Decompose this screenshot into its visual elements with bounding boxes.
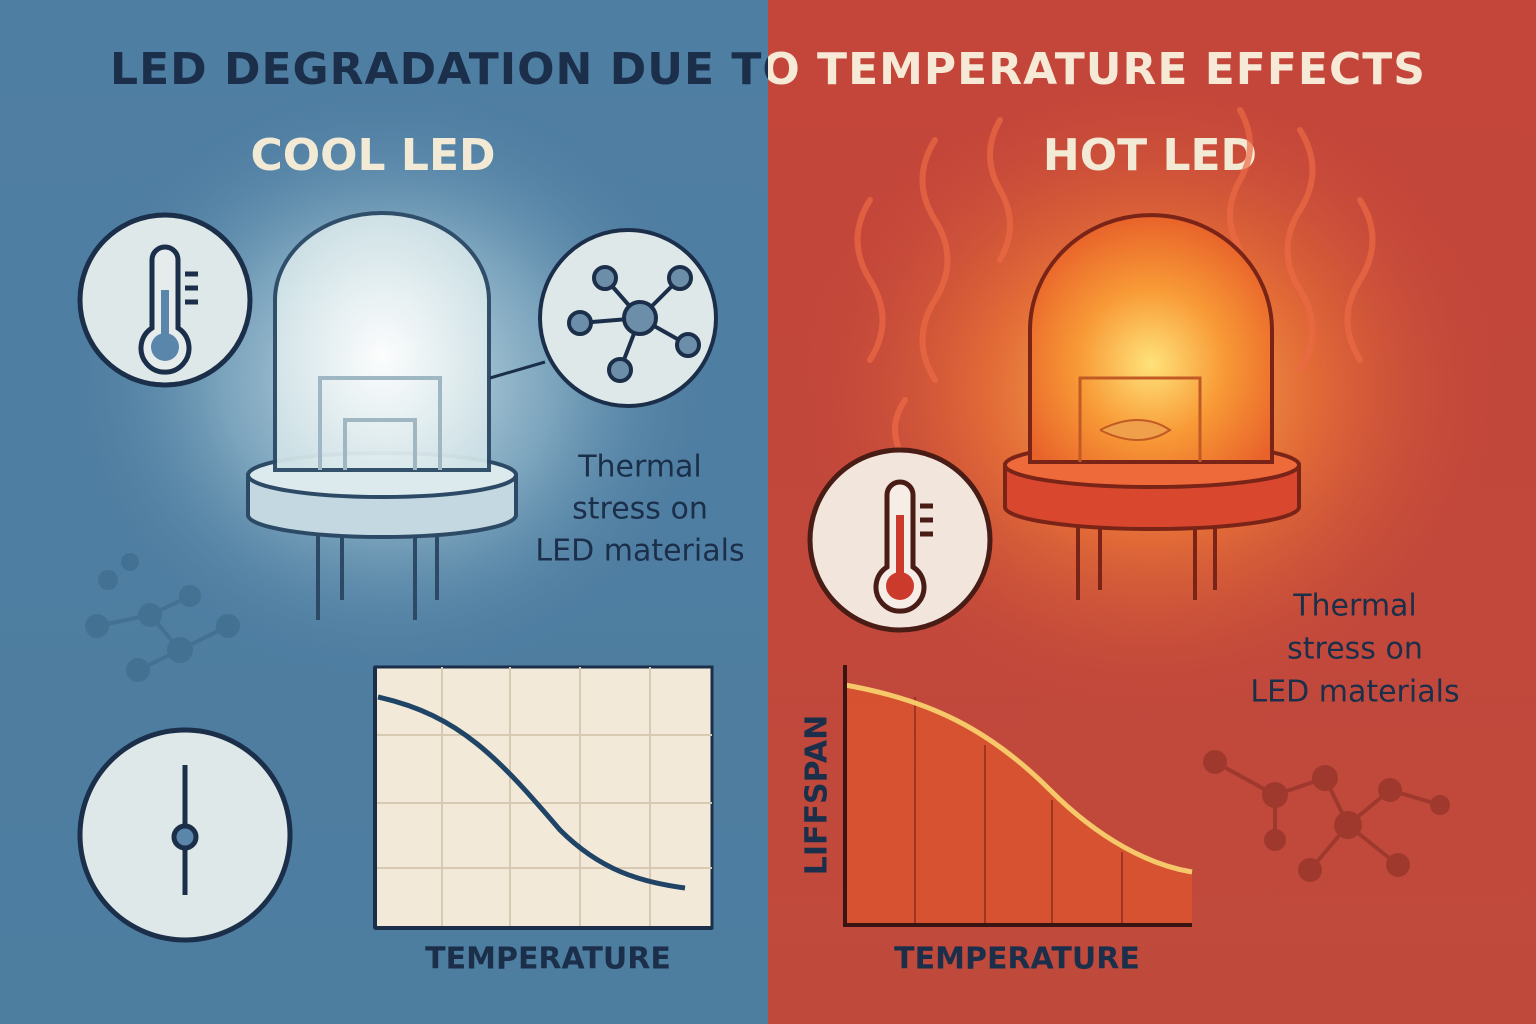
hot-chart — [843, 665, 1193, 927]
thermometer-icon-hot — [807, 447, 993, 633]
faded-molecule-hot — [1203, 750, 1450, 882]
cool-heading: COOL LED — [250, 130, 495, 181]
hot-x-axis-label: TEMPERATURE — [894, 942, 1140, 977]
thermometer-icon-cool — [77, 212, 253, 388]
cool-x-axis-label: TEMPERATURE — [425, 942, 671, 977]
cool-caption: LED materials — [535, 534, 744, 569]
gauge-icon — [77, 727, 293, 943]
title: LED DEGRADATION DUE TO TEMPERATURE EFFEC… — [110, 44, 1426, 95]
cool-chart — [373, 665, 714, 930]
hot-led — [1003, 213, 1301, 600]
hot-heading: HOT LED — [1043, 130, 1257, 181]
cool-caption: Thermal — [577, 450, 702, 485]
hot-y-axis-label: LIFFSPAN — [800, 715, 835, 875]
heat-waves — [854, 107, 1376, 463]
hot-caption: Thermal — [1292, 589, 1417, 624]
faded-molecule-cool — [85, 553, 240, 682]
cool-caption: stress on — [572, 492, 708, 527]
connector — [489, 360, 546, 380]
molecule-icon — [538, 228, 718, 408]
hot-caption: LED materials — [1250, 675, 1459, 710]
cool-led — [246, 211, 518, 620]
hot-caption: stress on — [1287, 632, 1423, 667]
